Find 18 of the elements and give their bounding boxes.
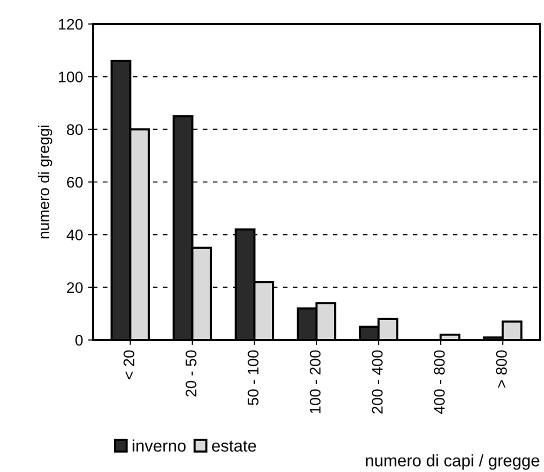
y-tick-label: 100 <box>58 72 83 82</box>
x-tick-label: > 800 <box>496 350 507 388</box>
x-tick-label: 50 - 100 <box>248 350 259 406</box>
y-tick-label: 120 <box>58 18 83 30</box>
y-tick-label: 80 <box>66 124 83 136</box>
y-tick-label: 40 <box>66 230 83 240</box>
x-tick-label: 400 - 800 <box>434 350 445 414</box>
x-tick-label: 200 - 400 <box>372 350 383 414</box>
x-axis-title: numero di capi / gregge <box>366 454 540 470</box>
legend-label: estate <box>212 440 256 452</box>
y-tick-label: 60 <box>67 176 83 188</box>
x-tick-label: < 20 <box>124 350 134 380</box>
y-axis-title: numero di greggi <box>38 126 52 238</box>
x-tick-label: 20 - 50 <box>186 350 196 397</box>
y-tick-label: 20 <box>67 282 83 294</box>
x-tick-label: 100 - 200 <box>310 350 321 414</box>
y-tick-label: 0 <box>75 334 83 346</box>
legend-label: inverno <box>132 439 186 452</box>
